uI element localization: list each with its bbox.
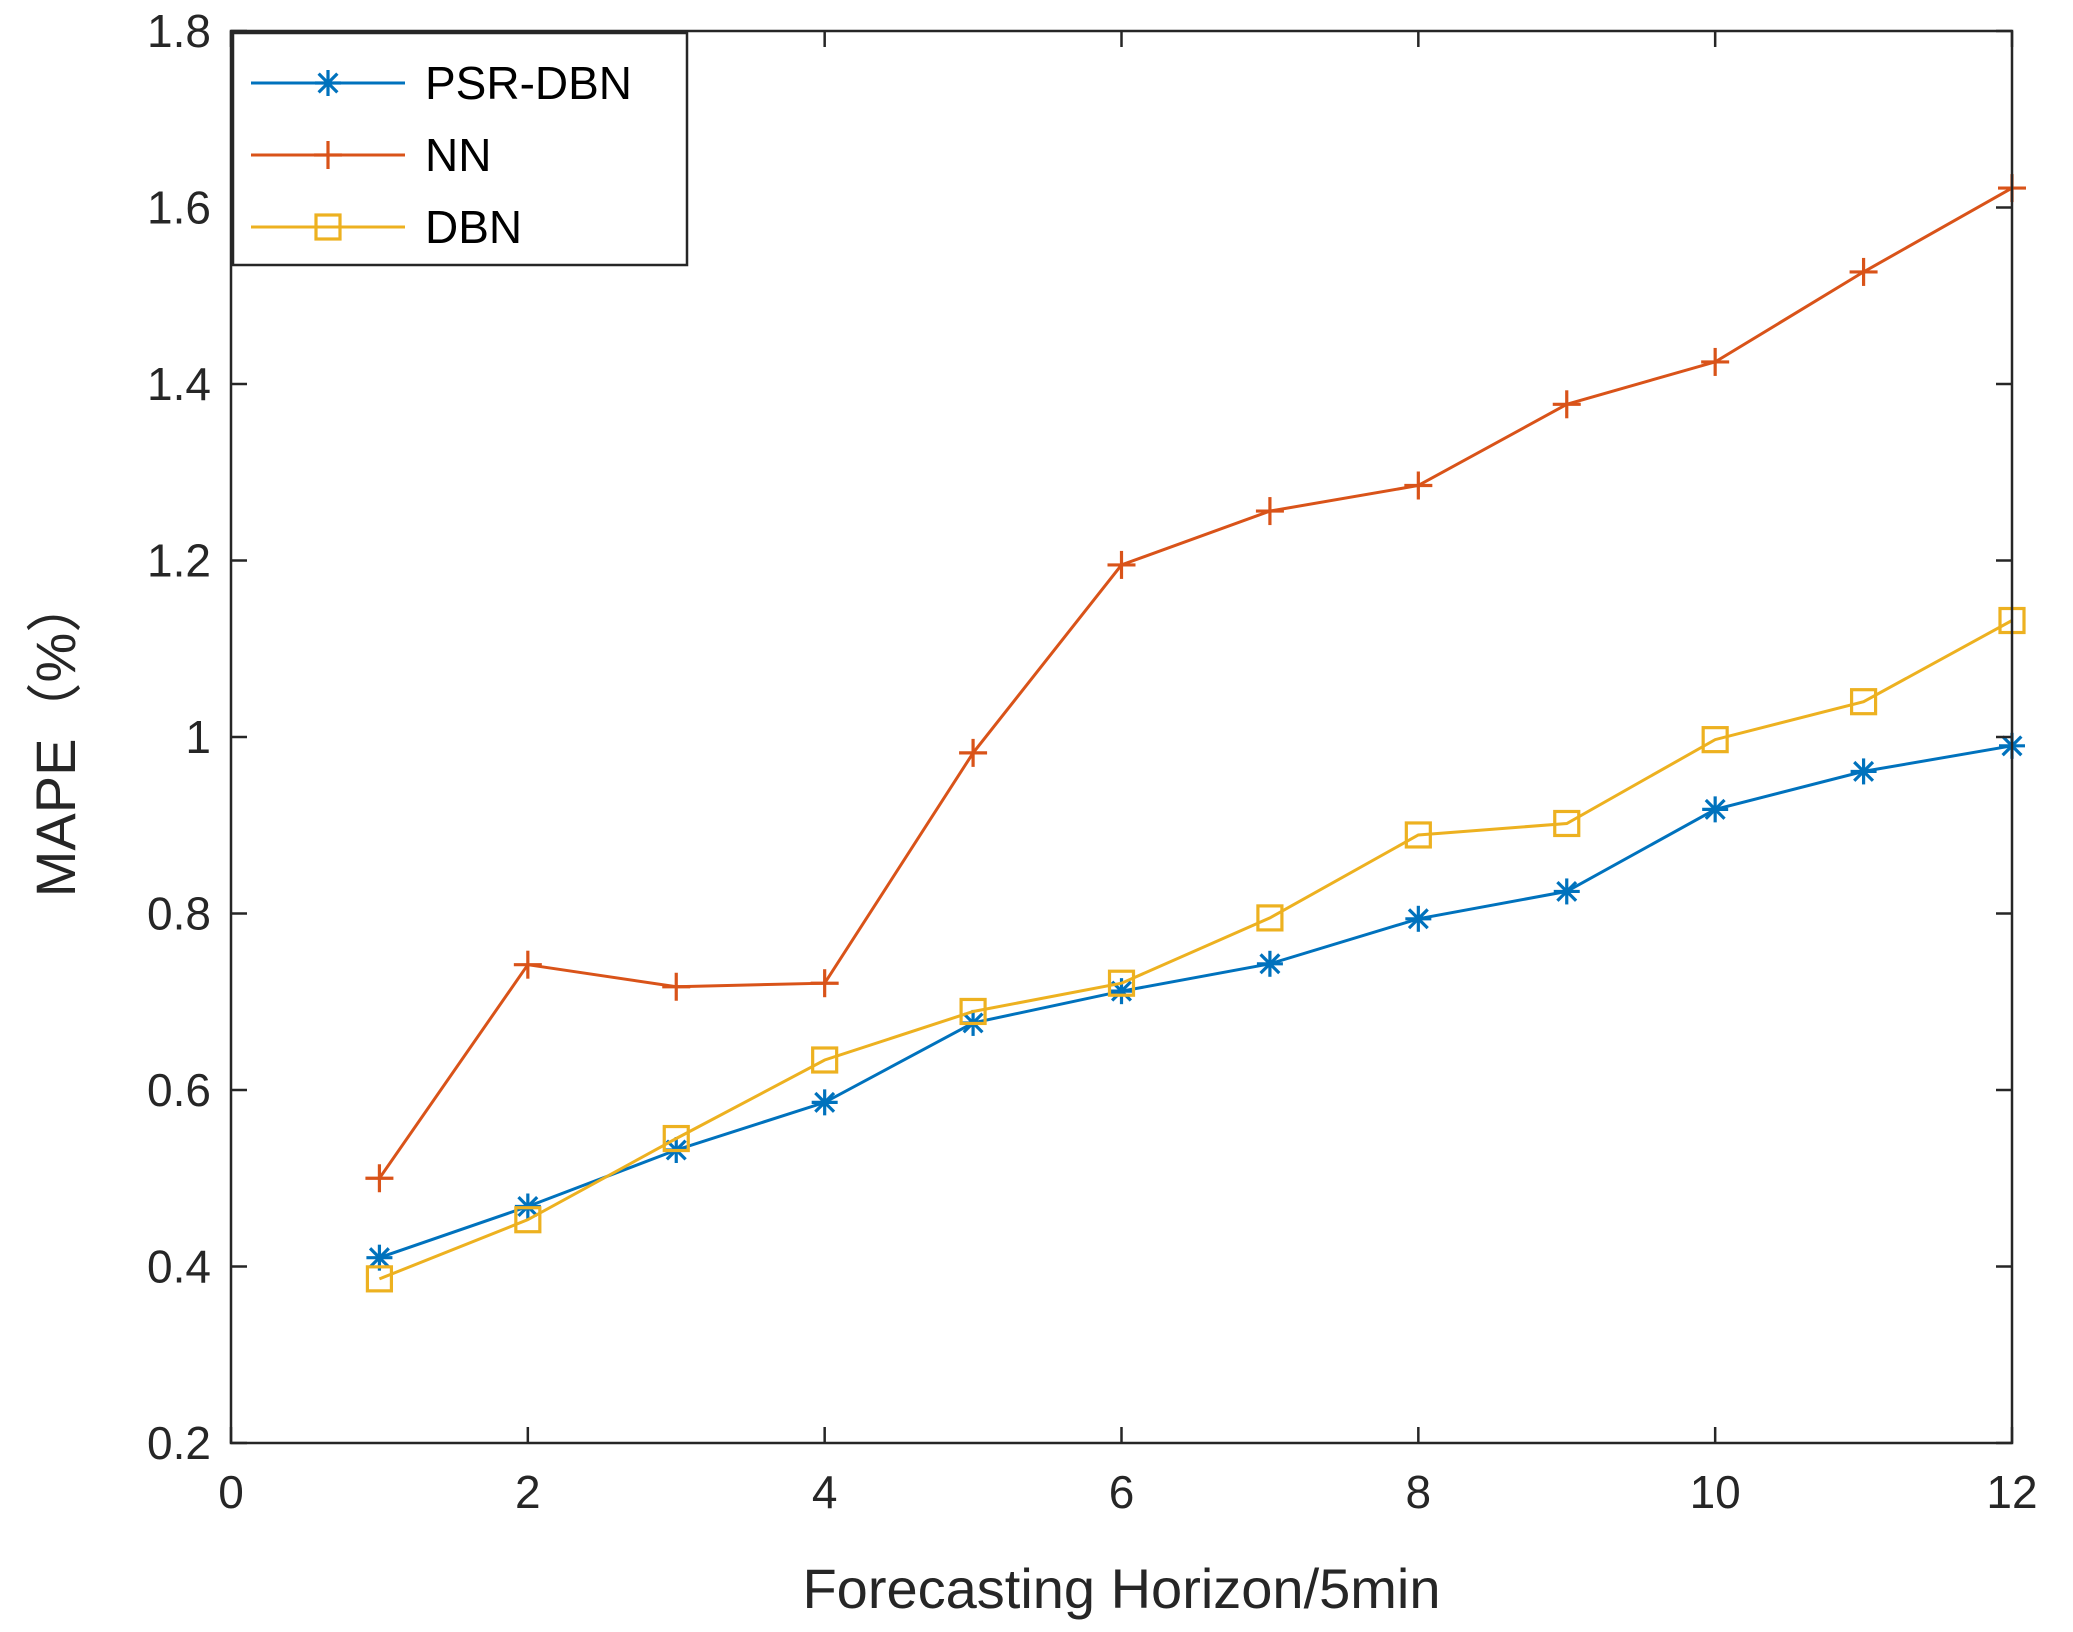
- data-point-dbn: [1849, 688, 1878, 716]
- data-point-dbn: [1404, 821, 1432, 849]
- data-point-dbn: [1256, 904, 1284, 932]
- legend-label-nn: NN: [425, 129, 491, 181]
- y-tick-label: 1.4: [147, 358, 211, 410]
- x-tick-label: 6: [1109, 1466, 1135, 1518]
- data-point-nn: [1552, 390, 1581, 419]
- y-axis-title: MAPE（%）: [24, 577, 87, 898]
- legend-entry-dbn: DBN: [251, 201, 522, 253]
- legend-entry-psr-dbn: PSR-DBN: [251, 57, 632, 109]
- data-point-nn: [959, 738, 988, 767]
- data-point-psr-dbn: [1256, 950, 1283, 977]
- x-tick-label: 2: [515, 1466, 541, 1518]
- data-point-dbn: [662, 1124, 690, 1153]
- series-line-dbn: [378, 619, 2013, 1281]
- x-tick-label: 8: [1406, 1466, 1432, 1518]
- data-point-nn: [662, 972, 691, 1001]
- data-point-dbn: [365, 1265, 394, 1293]
- x-tick-label: 4: [812, 1466, 838, 1518]
- data-point-nn: [1107, 550, 1136, 579]
- legend-marker-nn: [314, 141, 342, 169]
- y-tick-label: 0.4: [147, 1241, 211, 1293]
- data-point-nn: [1701, 347, 1730, 376]
- data-point-dbn: [1701, 726, 1729, 754]
- series-line-nn: [378, 186, 2013, 1180]
- data-point-psr-dbn: [1553, 878, 1580, 905]
- legend-label-psr-dbn: PSR-DBN: [425, 57, 632, 109]
- data-point-dbn: [1553, 809, 1581, 838]
- data-point-dbn: [514, 1206, 542, 1234]
- data-point-psr-dbn: [1850, 758, 1877, 785]
- data-point-psr-dbn: [1702, 796, 1729, 823]
- legend: PSR-DBN NN DBN: [231, 31, 689, 267]
- y-tick-label: 0.8: [147, 888, 211, 940]
- legend-label-dbn: DBN: [425, 201, 522, 253]
- y-tick-label: 0.2: [147, 1417, 211, 1469]
- legend-entry-nn: NN: [251, 129, 491, 181]
- x-tick-label: 12: [1986, 1466, 2037, 1518]
- y-tick-label: 1.6: [147, 182, 211, 234]
- x-tick-label: 10: [1690, 1466, 1741, 1518]
- data-point-psr-dbn: [1405, 905, 1432, 932]
- legend-marker-dbn: [314, 213, 342, 241]
- data-point-dbn: [959, 997, 987, 1026]
- data-point-nn: [365, 1164, 394, 1193]
- series-dbn: [365, 606, 2026, 1293]
- x-axis-title: Forecasting Horizon/5min: [802, 1557, 1440, 1620]
- legend-marker-psr-dbn: [315, 70, 341, 96]
- series-nn: [365, 174, 2026, 1193]
- y-tick-label: 1.8: [147, 5, 211, 57]
- axes-layer: 0 2 4 6 8 10 12 0.2 0.4 0.6 0.8 1 1.2 1.4 1.6 1.8: [147, 5, 2038, 1518]
- data-point-nn: [1849, 257, 1878, 286]
- y-tick-label: 0.6: [147, 1064, 211, 1116]
- series-layer: [365, 174, 2026, 1293]
- data-point-nn: [1404, 471, 1433, 500]
- y-tick-label: 1: [185, 711, 211, 763]
- data-point-nn: [810, 969, 839, 998]
- series-line-psr-dbn: [378, 744, 2013, 1260]
- y-tick-label: 1.2: [147, 535, 211, 587]
- x-tick-label: 0: [218, 1466, 244, 1518]
- data-point-psr-dbn: [811, 1089, 838, 1116]
- data-point-nn: [1255, 497, 1284, 526]
- data-point-dbn: [811, 1046, 839, 1074]
- data-point-dbn: [1107, 969, 1136, 997]
- data-point-nn: [513, 950, 542, 979]
